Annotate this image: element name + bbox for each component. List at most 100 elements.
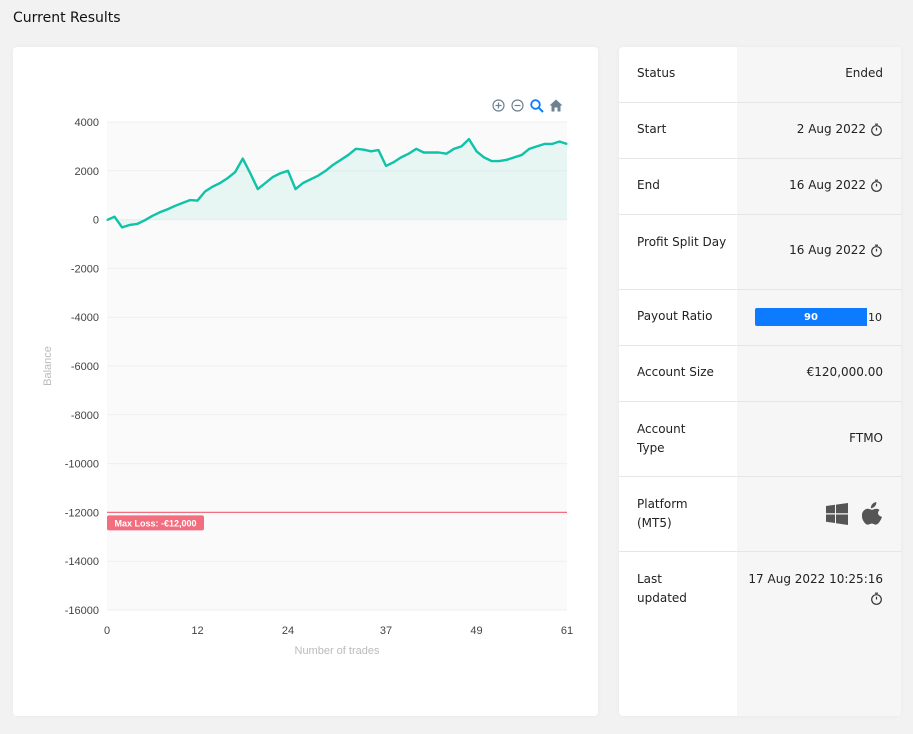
balance-point bbox=[355, 148, 357, 150]
y-tick-label: -14000 bbox=[65, 556, 99, 568]
balance-point bbox=[498, 160, 500, 162]
balance-point bbox=[264, 182, 266, 184]
balance-chart: 4000 2000 0 -2000 -4000 -6000 -8000 -10000 -1200… bbox=[42, 117, 573, 657]
account-info-card: Status Ended Start 2 Aug 2022 End 16 Aug… bbox=[619, 47, 901, 716]
balance-point bbox=[310, 178, 312, 180]
apple-icon[interactable] bbox=[862, 502, 883, 526]
profit-split-label: Profit Split Day bbox=[637, 235, 727, 249]
profit-split-row: Profit Split Day 16 Aug 2022 bbox=[619, 215, 901, 290]
end-row: End 16 Aug 2022 bbox=[619, 159, 901, 215]
last-updated-label: Last updated bbox=[637, 572, 687, 605]
balance-point bbox=[400, 156, 402, 158]
y-tick-label: -4000 bbox=[71, 312, 99, 324]
windows-icon[interactable] bbox=[826, 503, 848, 525]
balance-point bbox=[385, 165, 387, 167]
balance-point bbox=[249, 172, 251, 174]
account-type-value: FTMO bbox=[849, 431, 883, 445]
balance-point bbox=[347, 154, 349, 156]
balance-point bbox=[468, 138, 470, 140]
balance-point bbox=[513, 156, 515, 158]
account-type-label: Account Type bbox=[637, 422, 686, 455]
balance-point bbox=[543, 143, 545, 145]
balance-point bbox=[279, 172, 282, 174]
x-tick-label: 12 bbox=[191, 625, 203, 637]
status-label: Status bbox=[637, 66, 676, 80]
y-tick-label: -2000 bbox=[71, 263, 99, 275]
balance-point bbox=[129, 224, 131, 226]
last-updated-row: Last updated 17 Aug 2022 10:25:16 bbox=[619, 552, 901, 716]
page-title: Current Results bbox=[13, 10, 121, 26]
balance-point bbox=[453, 148, 455, 150]
max-loss-label: Max Loss: -€12,000 bbox=[114, 518, 196, 528]
x-tick-label: 24 bbox=[282, 625, 294, 637]
balance-point bbox=[362, 148, 364, 151]
balance-point bbox=[408, 153, 410, 155]
balance-point bbox=[174, 205, 176, 207]
balance-point bbox=[325, 170, 327, 172]
balance-point bbox=[536, 145, 538, 147]
payout-ratio-bar: 90 10 bbox=[755, 308, 882, 326]
balance-point bbox=[196, 199, 199, 202]
balance-point bbox=[287, 170, 289, 172]
balance-point bbox=[219, 182, 221, 184]
profit-split-date: 16 Aug 2022 bbox=[789, 243, 866, 257]
balance-point bbox=[430, 151, 432, 154]
balance-point bbox=[211, 186, 214, 188]
status-row: Status Ended bbox=[619, 47, 901, 103]
x-tick-label: 37 bbox=[380, 625, 392, 637]
start-label: Start bbox=[637, 122, 667, 136]
end-value: 16 Aug 2022 bbox=[789, 176, 883, 195]
y-tick-label: 0 bbox=[93, 215, 99, 227]
balance-point bbox=[483, 156, 485, 158]
y-tick-label: 2000 bbox=[75, 166, 99, 178]
last-updated-timestamp: 17 Aug 2022 10:25:16 bbox=[748, 572, 883, 586]
balance-point bbox=[423, 151, 425, 154]
profit-split-value: 16 Aug 2022 bbox=[789, 241, 883, 260]
balance-point bbox=[521, 154, 523, 156]
balance-point bbox=[189, 199, 191, 201]
balance-chart-card: 4000 2000 0 -2000 -4000 -6000 -8000 -10000 -1200… bbox=[13, 47, 598, 716]
payout-trader-share: 90 bbox=[755, 308, 867, 326]
y-tick-label: -6000 bbox=[71, 361, 99, 373]
balance-point bbox=[415, 148, 417, 150]
last-updated-value: 17 Aug 2022 10:25:16 bbox=[748, 570, 883, 605]
y-tick-label: -10000 bbox=[65, 459, 99, 471]
balance-point bbox=[460, 145, 463, 147]
balance-point bbox=[151, 215, 153, 217]
home-icon[interactable] bbox=[548, 98, 563, 113]
balance-line bbox=[106, 137, 568, 229]
balance-point bbox=[340, 159, 342, 161]
x-tick-label: 0 bbox=[104, 625, 110, 637]
balance-point bbox=[445, 153, 447, 155]
balance-point bbox=[528, 148, 530, 150]
stopwatch-icon bbox=[871, 592, 882, 605]
end-date: 16 Aug 2022 bbox=[789, 178, 866, 192]
x-axis-title: Number of trades bbox=[295, 645, 380, 657]
x-tick-label: 49 bbox=[470, 625, 482, 637]
x-tick-label: 61 bbox=[561, 625, 573, 637]
zoom-in-icon[interactable] bbox=[491, 98, 506, 113]
balance-point bbox=[234, 171, 236, 173]
balance-point bbox=[242, 158, 244, 160]
payout-row: Payout Ratio 90 10 bbox=[619, 290, 901, 346]
balance-point bbox=[159, 211, 161, 213]
stopwatch-icon bbox=[871, 123, 882, 136]
y-tick-label: -16000 bbox=[65, 605, 99, 617]
y-axis-title: Balance bbox=[42, 346, 54, 386]
start-value: 2 Aug 2022 bbox=[797, 120, 883, 139]
balance-point bbox=[257, 188, 259, 190]
end-label: End bbox=[637, 178, 660, 192]
stopwatch-icon bbox=[871, 179, 882, 192]
balance-point bbox=[475, 150, 478, 152]
y-tick-label: -8000 bbox=[71, 410, 99, 422]
chart-toolbar bbox=[491, 98, 563, 113]
zoom-out-icon[interactable] bbox=[510, 98, 525, 113]
balance-point bbox=[121, 226, 123, 229]
balance-point bbox=[317, 175, 319, 177]
y-tick-label: 4000 bbox=[75, 117, 99, 129]
magnifier-icon[interactable] bbox=[529, 98, 544, 113]
balance-point bbox=[377, 149, 380, 151]
balance-point bbox=[302, 182, 304, 184]
balance-point bbox=[392, 161, 395, 163]
balance-point bbox=[506, 159, 508, 161]
